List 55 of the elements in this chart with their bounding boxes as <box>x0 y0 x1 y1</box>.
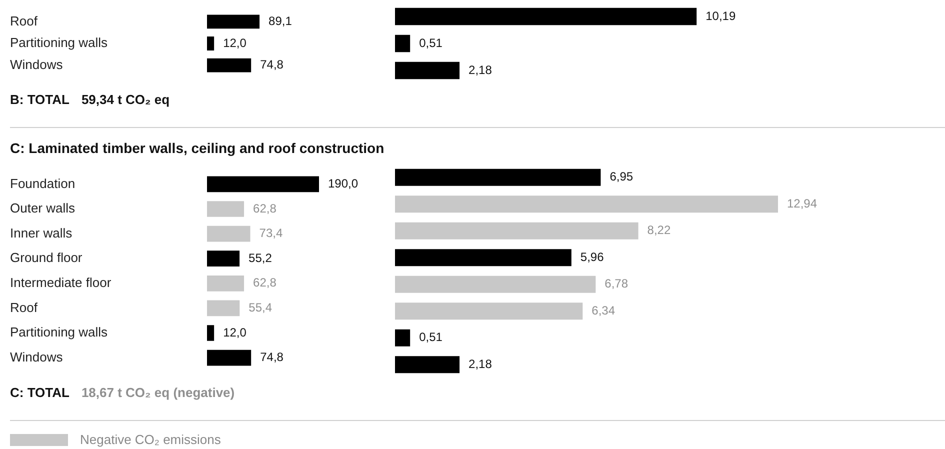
data-label: 5,96 <box>580 250 604 264</box>
data-label: 0,51 <box>419 35 443 50</box>
y-tick-label: Partitioning walls <box>10 324 108 340</box>
chart-title: C: Laminated timber walls, ceiling and roof construction <box>10 140 384 156</box>
data-label: 2,18 <box>468 356 492 371</box>
data-label: 8,22 <box>647 222 671 237</box>
bar <box>395 168 601 186</box>
bar <box>207 226 250 242</box>
bar <box>207 176 319 192</box>
y-tick-label: Roof <box>10 299 38 314</box>
data-label: 74,8 <box>260 57 284 72</box>
data-label: 6,78 <box>604 276 628 290</box>
bar <box>395 329 410 346</box>
bar <box>395 302 583 320</box>
bar <box>395 276 596 293</box>
bar <box>395 222 638 240</box>
data-label: 12,0 <box>223 325 247 339</box>
data-label: 74,8 <box>260 350 284 364</box>
data-label: 12,94 <box>787 196 818 210</box>
y-tick-label: Outer walls <box>10 200 76 216</box>
data-label: 190,0 <box>328 176 358 190</box>
y-tick-label: Windows <box>10 349 64 364</box>
data-label: 55,4 <box>248 300 272 314</box>
legend-label: Negative CO₂ emissions <box>80 432 221 447</box>
data-label: 10,19 <box>706 8 736 22</box>
bar <box>395 356 460 373</box>
y-tick-label: Windows <box>10 56 64 72</box>
text: C: TOTAL <box>10 385 70 400</box>
data-label: 62,8 <box>253 201 277 215</box>
data-label: 89,1 <box>268 14 292 28</box>
data-label: 0,51 <box>419 330 443 344</box>
y-tick-label: Intermediate floor <box>10 274 112 290</box>
bar <box>395 248 572 266</box>
text: 59,34 t CO₂ eq <box>81 92 170 106</box>
data-label: 2,18 <box>468 62 492 76</box>
bar <box>207 275 244 292</box>
y-tick-label: Partitioning walls <box>10 34 108 50</box>
bar <box>395 195 778 212</box>
text: 18,67 t CO₂ eq (negative) <box>81 385 235 400</box>
data-label: 62,8 <box>253 275 277 290</box>
bar <box>207 300 240 316</box>
text: B: TOTAL <box>10 92 70 106</box>
data-label: 12,0 <box>223 35 247 50</box>
bar <box>207 350 252 366</box>
data-label: 73,4 <box>259 226 283 240</box>
data-label: 6,34 <box>592 303 616 318</box>
bar <box>207 200 244 217</box>
bar <box>207 324 214 341</box>
y-tick-label: Ground floor <box>10 250 83 265</box>
data-label: 55,2 <box>248 250 272 265</box>
y-tick-label: Roof <box>10 12 38 28</box>
bar <box>207 250 240 266</box>
data-label: 6,95 <box>610 169 634 184</box>
y-tick-label: Inner walls <box>10 225 73 240</box>
y-tick-label: Foundation <box>10 175 76 190</box>
